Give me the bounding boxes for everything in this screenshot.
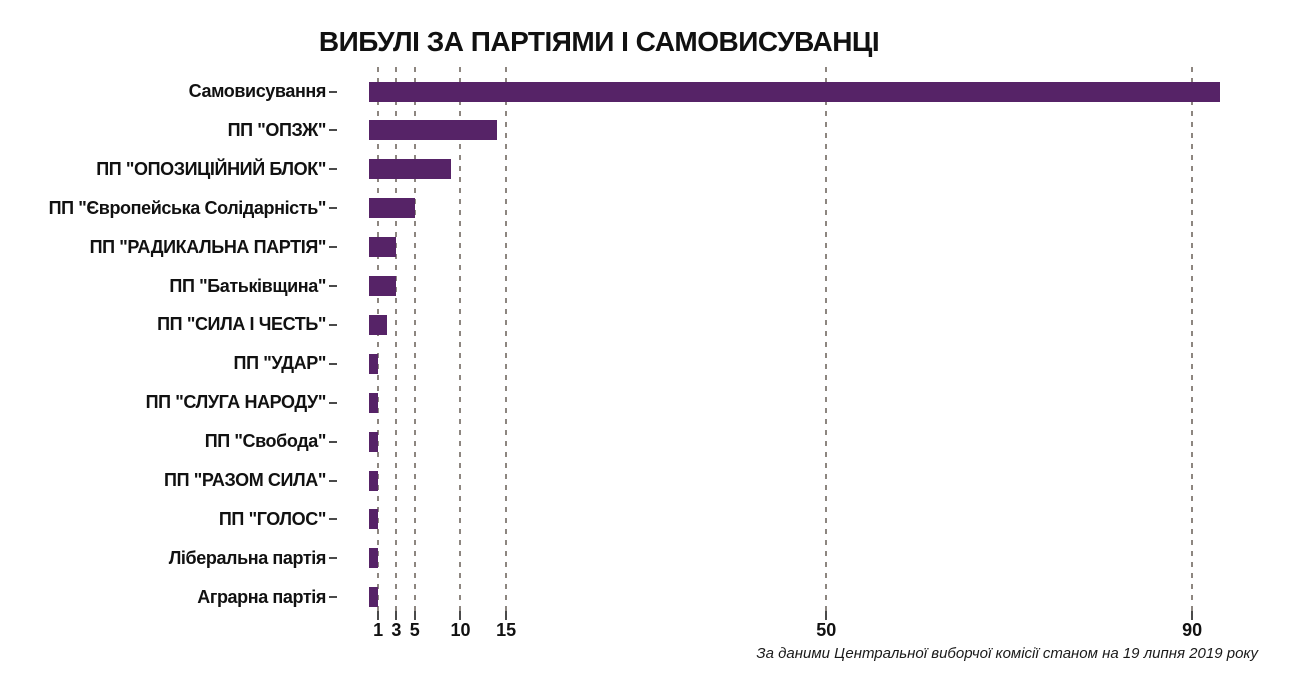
gridline	[377, 67, 380, 611]
x-axis-tick	[459, 611, 462, 620]
bar	[369, 276, 397, 297]
x-tick-label: 1	[373, 620, 384, 640]
y-axis-tick	[329, 285, 337, 288]
x-tick-label: 50	[816, 620, 837, 640]
x-axis-tick	[395, 611, 398, 620]
category-label: Ліберальна партія	[168, 547, 327, 568]
x-tick-label: 90	[1182, 620, 1203, 640]
gridline	[1191, 67, 1194, 611]
category-label: ПП "ОПОЗИЦІЙНИЙ БЛОК"	[96, 158, 326, 179]
bar	[369, 470, 379, 491]
y-axis-tick	[329, 401, 337, 404]
y-axis-tick	[329, 323, 337, 326]
category-label: ПП "РАДИКАЛЬНА ПАРТІЯ"	[89, 236, 327, 257]
y-axis-tick	[329, 479, 337, 482]
x-tick-label: 15	[496, 620, 517, 640]
y-axis-tick	[329, 518, 337, 521]
bar	[369, 509, 379, 530]
y-axis-tick	[329, 129, 337, 132]
gridline	[413, 67, 416, 611]
y-axis-tick	[329, 168, 337, 171]
gridline	[459, 67, 462, 611]
category-label: Аграрна партія	[197, 586, 326, 607]
x-axis-tick	[413, 611, 416, 620]
category-label: Самовисування	[188, 81, 327, 102]
y-axis-tick	[329, 362, 337, 365]
x-tick-label: 10	[450, 620, 471, 640]
category-label: ПП "СЛУГА НАРОДУ"	[145, 392, 327, 413]
category-label: ПП "РАЗОМ СИЛА"	[164, 470, 326, 491]
y-axis-tick	[329, 246, 337, 249]
bar	[369, 198, 415, 219]
category-label: ПП "Європейська Солідарність"	[48, 197, 327, 218]
bar	[369, 392, 379, 413]
bar	[369, 159, 452, 180]
category-label: ПП "УДАР"	[233, 353, 327, 374]
bar	[369, 81, 1220, 102]
bar	[369, 431, 379, 452]
y-axis-tick	[329, 207, 337, 210]
x-axis-tick	[1191, 611, 1194, 620]
bar	[369, 237, 397, 258]
category-label: ПП "ОПЗЖ"	[227, 119, 327, 140]
x-axis-tick	[377, 611, 380, 620]
y-axis-tick	[329, 440, 337, 443]
y-axis-tick	[329, 90, 337, 93]
gridline	[505, 67, 508, 611]
bar	[369, 548, 379, 569]
source-note: За даними Центральної виборчої комісії с…	[756, 645, 1258, 662]
x-tick-label: 5	[409, 620, 420, 640]
category-label: ПП "ГОЛОС"	[218, 508, 327, 529]
gridline	[395, 67, 398, 611]
x-axis-tick	[825, 611, 828, 620]
bar	[369, 120, 498, 141]
category-label: ПП "Батьківщина"	[169, 275, 326, 296]
chart-title: ВИБУЛІ ЗА ПАРТІЯМИ І САМОВИСУВАНЦІ	[318, 26, 880, 57]
category-label: ПП "Свобода"	[204, 431, 327, 452]
category-label: ПП "СИЛА І ЧЕСТЬ"	[157, 314, 326, 335]
x-tick-label: 3	[391, 620, 402, 640]
bar	[369, 587, 379, 608]
y-axis-tick	[329, 557, 337, 560]
y-axis-tick	[329, 596, 337, 599]
gridline	[825, 67, 828, 611]
bar	[369, 314, 388, 335]
bar	[369, 353, 379, 374]
x-axis-tick	[505, 611, 508, 620]
